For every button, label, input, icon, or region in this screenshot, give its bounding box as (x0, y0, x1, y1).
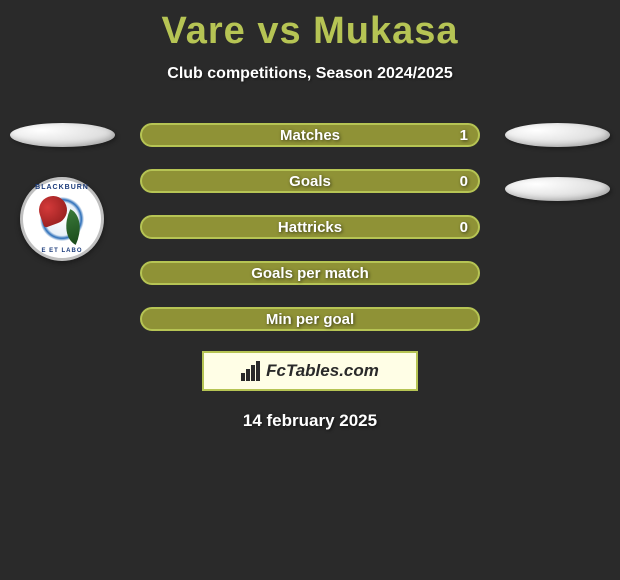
content-wrapper: BLACKBURN E ET LABO Matches 1 Goals 0 Ha… (0, 123, 620, 431)
brand-box[interactable]: FcTables.com (202, 351, 418, 391)
stat-label: Goals (289, 173, 331, 190)
left-club-crest-icon: BLACKBURN E ET LABO (20, 177, 104, 261)
stat-row-goals: Goals 0 (140, 169, 480, 193)
crest-bottom-text: E ET LABO (23, 248, 101, 254)
stat-right-value: 1 (460, 127, 468, 144)
stat-label: Min per goal (266, 311, 354, 328)
stat-right-value: 0 (460, 173, 468, 190)
crest-top-text: BLACKBURN (23, 184, 101, 191)
left-team-badges: BLACKBURN E ET LABO (10, 123, 115, 261)
right-team-badges (505, 123, 610, 201)
right-country-flag-icon (505, 123, 610, 147)
footer-date: 14 february 2025 (0, 411, 620, 431)
stat-row-hattricks: Hattricks 0 (140, 215, 480, 239)
right-club-badge-icon (505, 177, 610, 201)
stat-label: Matches (280, 127, 340, 144)
stat-row-min-per-goal: Min per goal (140, 307, 480, 331)
brand-chart-icon (241, 361, 260, 381)
stat-row-matches: Matches 1 (140, 123, 480, 147)
stat-right-value: 0 (460, 219, 468, 236)
page-title: Vare vs Mukasa (0, 0, 620, 53)
stat-row-goals-per-match: Goals per match (140, 261, 480, 285)
stat-label: Hattricks (278, 219, 342, 236)
stat-label: Goals per match (251, 265, 369, 282)
left-country-flag-icon (10, 123, 115, 147)
brand-text: FcTables.com (266, 361, 379, 381)
page-subtitle: Club competitions, Season 2024/2025 (0, 65, 620, 83)
stats-container: Matches 1 Goals 0 Hattricks 0 Goals per … (140, 123, 480, 331)
